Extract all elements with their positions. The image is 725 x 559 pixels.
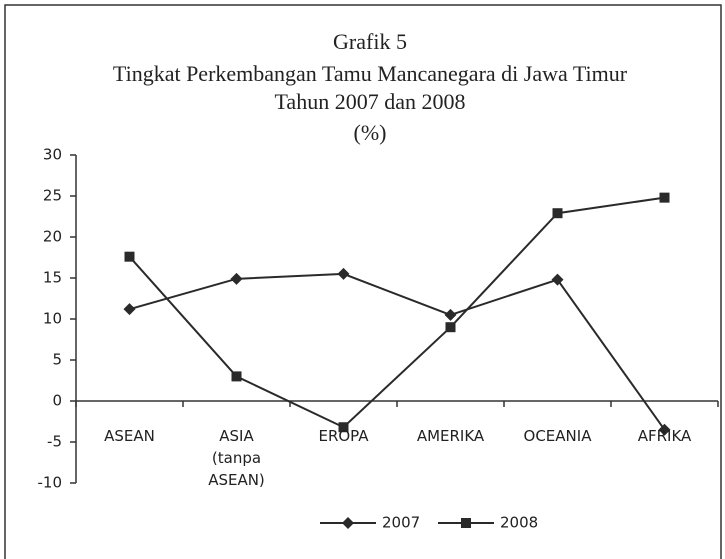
marker: [231, 371, 242, 382]
marker: [461, 518, 471, 528]
marker: [659, 192, 670, 203]
chart-subtitle: Tingkat Perkembangan Tamu Mancanegara di…: [113, 61, 628, 86]
y-tick-label: 15: [43, 269, 62, 287]
y-tick-label: 25: [43, 187, 62, 205]
marker: [658, 423, 671, 436]
y-tick-label: 30: [43, 146, 62, 164]
marker: [551, 273, 564, 286]
y-tick-label: 5: [52, 351, 62, 369]
chart-subtitle: (%): [354, 120, 387, 145]
x-tick-label: AMERIKA: [416, 427, 485, 445]
marker: [338, 422, 349, 433]
x-tick-label: AFRIKA: [637, 427, 692, 445]
y-tick-label: 10: [43, 310, 62, 328]
marker: [124, 251, 135, 262]
chart-subtitle: Tahun 2007 dan 2008: [275, 89, 466, 114]
marker: [445, 322, 456, 333]
chart-title: Grafik 5: [333, 29, 407, 54]
y-tick-label: 0: [52, 392, 62, 410]
x-tick-label: ASEAN: [104, 427, 155, 445]
legend-label: 2008: [500, 514, 538, 532]
marker: [444, 308, 457, 321]
x-tick-label: ASIA (tanpa ASEAN): [208, 427, 265, 489]
y-tick-label: -5: [47, 433, 62, 451]
marker: [123, 303, 136, 316]
y-tick-label: -10: [38, 474, 63, 492]
marker: [337, 267, 350, 280]
x-tick-label: OCEANIA: [523, 427, 592, 445]
legend-label: 2007: [382, 514, 420, 532]
y-tick-label: 20: [43, 228, 62, 246]
series-line: [129, 272, 666, 431]
x-tick-label: EROPA: [318, 427, 369, 445]
chart-border: [4, 4, 722, 559]
series-line: [128, 196, 665, 429]
marker: [342, 517, 354, 529]
marker: [230, 272, 243, 285]
marker: [552, 208, 563, 219]
